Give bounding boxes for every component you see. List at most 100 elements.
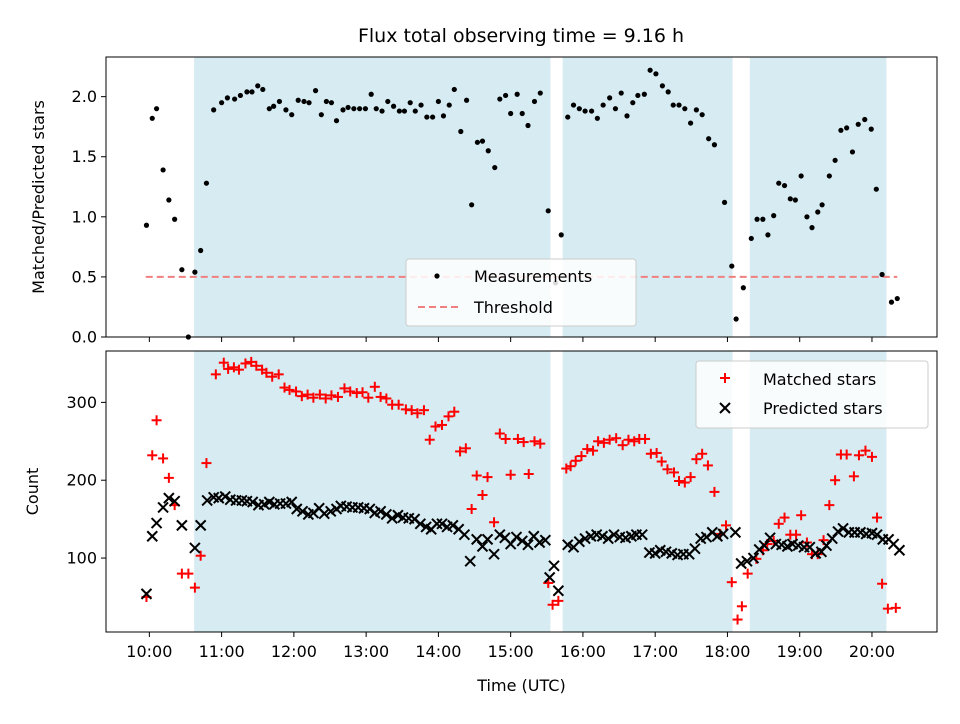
measurement-point [479, 138, 486, 144]
measurement-point [582, 108, 588, 114]
matched-star-point [674, 475, 685, 486]
matched-star-point [841, 449, 852, 460]
matched-star-point [151, 415, 162, 426]
cross-stroke-b [380, 508, 393, 521]
top-y-tick-label: 1.5 [72, 147, 97, 166]
cross-stroke-b [189, 542, 201, 554]
x-tick-label: 10:00 [126, 642, 172, 661]
predicted-star-point [481, 533, 494, 546]
cross-stroke-b [488, 548, 500, 560]
measurement-point [373, 106, 379, 112]
measurement-point [771, 213, 777, 219]
matched-star-point [736, 601, 747, 612]
predicted-star-point [296, 505, 309, 518]
measurement-point [776, 180, 782, 186]
matched-star-point [302, 389, 313, 400]
matched-star-point [848, 471, 859, 482]
matched-star-point [158, 453, 169, 464]
matched-star-point [656, 456, 667, 467]
measurement-point [166, 197, 172, 203]
cross-stroke-b [837, 522, 849, 535]
predicted-star-point [447, 519, 459, 532]
predicted-star-point [543, 571, 556, 584]
measurement-point [519, 110, 525, 117]
cross-stroke-b [458, 528, 471, 541]
matched-star-point [890, 602, 901, 613]
cross-stroke-b [224, 493, 236, 506]
matched-star-point [357, 387, 368, 398]
predicted-stars-series [140, 490, 906, 600]
measurement-point [385, 98, 391, 105]
measurement-point [306, 100, 312, 106]
cross-stroke-b [296, 505, 309, 518]
cross-stroke-b [476, 540, 489, 553]
cross-stroke-b [516, 535, 528, 547]
measurement-point [641, 91, 647, 97]
matched-star-point [449, 406, 460, 417]
cross-stroke-b [711, 530, 724, 542]
measurement-point [531, 98, 538, 105]
top-y-tick-label: 1.0 [72, 207, 97, 226]
predicted-star-point [552, 585, 565, 597]
legend-cross-glyph [719, 402, 731, 414]
matched-star-point [598, 437, 609, 448]
measurement-point [379, 108, 385, 114]
predicted-star-point [608, 528, 620, 541]
measurement-point [537, 90, 543, 96]
cross-stroke-b [163, 492, 175, 504]
predicted-star-point [176, 519, 188, 532]
measurement-point [333, 118, 340, 124]
matched-star-point [623, 434, 634, 445]
measurement-point [435, 98, 441, 105]
measurement-point [323, 98, 329, 105]
matched-star-point [437, 419, 448, 430]
measurement-point [357, 106, 363, 112]
matched-star-point [535, 438, 546, 449]
measurement-point [508, 110, 514, 117]
matched-star-point [228, 362, 239, 373]
measurement-point [179, 267, 185, 273]
cross-stroke-b [194, 519, 207, 532]
matched-star-point [460, 443, 471, 454]
measurement-point [594, 115, 600, 121]
predicted-star-point [729, 526, 742, 539]
matched-star-point [791, 529, 802, 540]
cross-stroke-b [786, 538, 799, 550]
measurement-point [318, 112, 324, 118]
cross-stroke-b [741, 555, 753, 567]
measurement-point [754, 216, 760, 222]
cross-stroke-b [340, 500, 353, 513]
measurement-point [219, 100, 225, 106]
cross-stroke-b [140, 588, 153, 600]
measurement-point [345, 104, 351, 111]
cross-stroke-b [764, 532, 776, 544]
predicted-star-point [649, 547, 661, 560]
cross-stroke-b [452, 523, 465, 535]
measurement-point [289, 112, 295, 118]
predicted-star-point [596, 530, 609, 542]
matched-star-point [742, 568, 753, 579]
cross-stroke-b [397, 511, 409, 524]
matched-star-point [877, 578, 888, 589]
x-tick-label: 16:00 [560, 642, 606, 661]
cross-stroke-b [374, 505, 387, 518]
cross-stroke-b [775, 539, 788, 551]
predicted-star-point [516, 535, 528, 547]
cross-stroke-b [643, 546, 656, 559]
top-y-ticks: 0.0 0.5 1.0 1.5 2.0 [72, 87, 106, 347]
measurement-point [224, 95, 230, 101]
measurement-point [760, 216, 766, 222]
measurement-point [255, 83, 261, 89]
measurement-point [362, 106, 369, 112]
matched-star-point [576, 451, 587, 462]
cross-stroke-b [414, 518, 427, 530]
measurement-point [514, 91, 520, 97]
matched-star-point [685, 472, 696, 483]
top-panel: 0.00.51.01.52.0 Matched/Predicted stars … [29, 56, 938, 347]
matched-star-point [732, 614, 743, 625]
matched-star-point [163, 472, 174, 483]
measurement-point [873, 186, 879, 192]
matched-star-point [308, 392, 319, 403]
cross-stroke-b [352, 501, 364, 514]
